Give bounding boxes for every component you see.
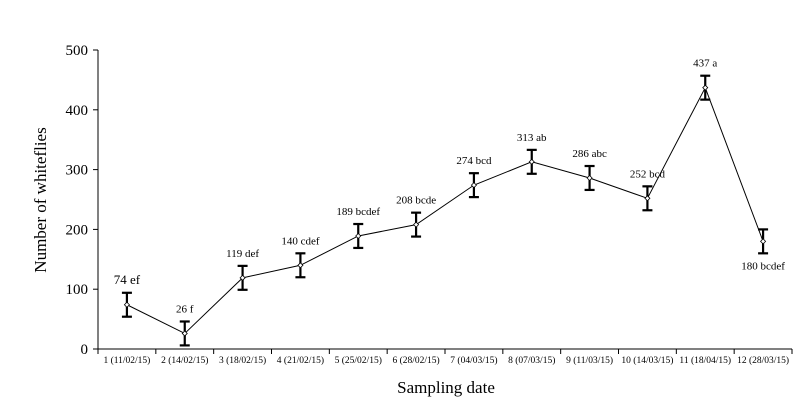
x-tick-label: 9 (11/03/15) xyxy=(566,355,613,366)
data-point xyxy=(123,301,130,308)
data-point xyxy=(413,221,420,228)
x-tick-label: 1 (11/02/15) xyxy=(103,355,150,366)
data-point xyxy=(644,195,651,202)
y-tick-label: 500 xyxy=(66,43,89,59)
data-point xyxy=(239,274,246,281)
data-label: 26 f xyxy=(176,303,194,315)
y-tick-label: 0 xyxy=(81,342,89,358)
data-label: 286 abc xyxy=(572,148,607,160)
data-point xyxy=(586,174,593,182)
x-tick-label: 12 (28/03/15) xyxy=(737,355,789,366)
data-point xyxy=(181,330,188,337)
series-line-path xyxy=(126,86,764,335)
data-point xyxy=(470,182,477,189)
data-label: 313 ab xyxy=(517,132,547,144)
y-tick-label: 400 xyxy=(66,103,89,119)
x-tick-label: 10 (14/03/15) xyxy=(621,355,673,366)
y-tick-label: 200 xyxy=(66,222,89,238)
x-tick-label: 5 (25/02/15) xyxy=(335,355,382,366)
x-tick-label: 4 (21/02/15) xyxy=(277,355,324,366)
x-tick-label: 8 (07/03/15) xyxy=(508,355,555,366)
x-tick-label: 11 (18/04/15) xyxy=(679,355,731,366)
series-line xyxy=(126,86,764,335)
x-tick-label: 2 (14/02/15) xyxy=(161,355,208,366)
data-points xyxy=(123,84,767,337)
data-label: 74 ef xyxy=(114,272,141,287)
data-point xyxy=(297,262,304,269)
data-label: 437 a xyxy=(693,58,717,70)
data-labels: 74 ef 26 f 119 def 140 cdef 189 bcdef 208 bcd… xyxy=(114,58,786,316)
y-axis-title: Number of whiteflies xyxy=(31,127,50,272)
x-axis-ticks: 1 (11/02/15) 2 (14/02/15) 3 (18/02/15) 4 (2… xyxy=(97,349,793,366)
data-label: 252 bcd xyxy=(630,168,666,180)
x-tick-label: 7 (04/03/15) xyxy=(450,355,497,366)
data-point xyxy=(760,238,767,245)
data-label: 208 bcde xyxy=(396,195,436,207)
y-axis-ticks: 0 100 200 300 400 500 xyxy=(66,43,98,358)
error-bars xyxy=(121,74,769,347)
y-tick-label: 100 xyxy=(66,282,89,298)
data-label: 274 bcd xyxy=(456,155,492,167)
y-tick-label: 300 xyxy=(66,163,89,179)
data-label: 119 def xyxy=(226,248,259,260)
data-label: 180 bcdef xyxy=(741,260,785,272)
x-axis-title: Sampling date xyxy=(397,378,495,397)
data-point xyxy=(702,84,709,91)
data-label: 189 bcdef xyxy=(336,206,380,218)
x-tick-label: 3 (18/02/15) xyxy=(219,355,266,366)
data-label: 140 cdef xyxy=(281,235,320,247)
x-tick-label: 6 (28/02/15) xyxy=(392,355,439,366)
data-point xyxy=(528,158,535,165)
data-point xyxy=(355,232,362,240)
axes xyxy=(97,50,792,350)
